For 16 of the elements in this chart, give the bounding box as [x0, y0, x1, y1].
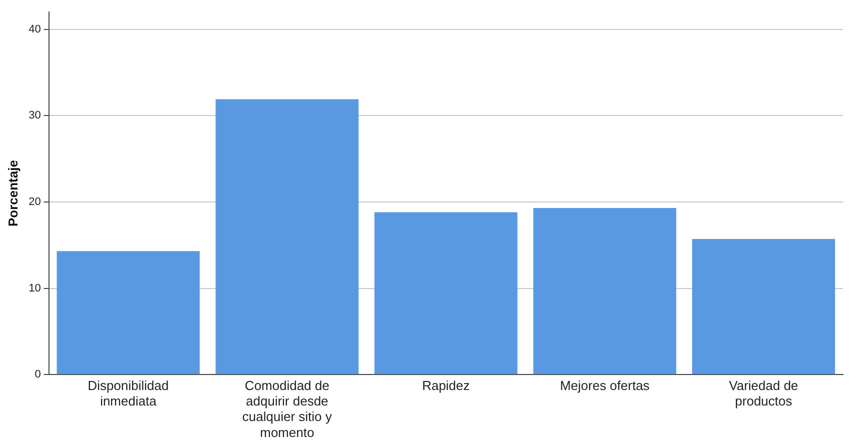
y-tick-label: 10 [28, 282, 41, 294]
x-tick-label: Comodidad de adquirir desde cualquier sitio y momento [242, 378, 332, 440]
x-tick-label: Rapidez [422, 378, 470, 393]
bar [56, 251, 200, 374]
y-tick-label: 40 [28, 23, 41, 36]
x-tick-label: Variedad de productos [729, 378, 798, 409]
bar [533, 208, 676, 374]
y-tick-label: 30 [28, 110, 41, 122]
bar [374, 212, 518, 374]
x-tick-label: Disponibilidad inmediata [88, 378, 169, 409]
y-axis-title: Porcentaje [5, 160, 20, 227]
y-tick-label: 20 [28, 196, 41, 208]
bar [216, 99, 359, 374]
y-tick-label: 0 [34, 368, 41, 381]
x-tick-label: Mejores ofertas [560, 378, 650, 393]
bar [692, 239, 836, 374]
